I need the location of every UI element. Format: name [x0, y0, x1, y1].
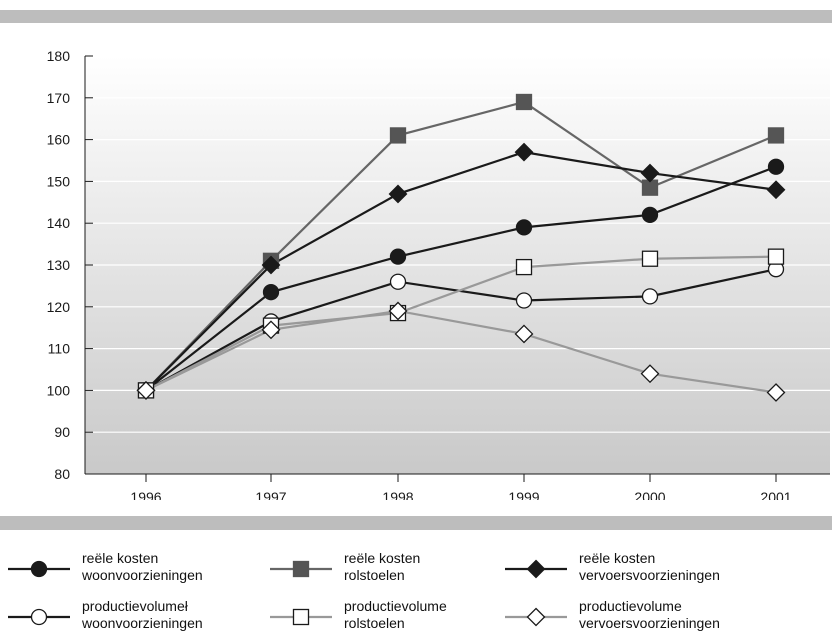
x-tick-label: 1998 — [382, 489, 413, 500]
legend-label: reële kosten vervoersvoorzieningen — [579, 550, 720, 583]
y-tick-label: 140 — [47, 215, 71, 231]
legend-item: reële kosten woonvoorzieningen — [6, 548, 266, 590]
data-point-5-2 — [388, 301, 408, 321]
data-point-3-3 — [515, 292, 533, 309]
data-point-0-4 — [641, 206, 659, 223]
legend-marker — [292, 560, 310, 578]
data-point-2-4 — [640, 163, 660, 183]
top-band — [0, 10, 832, 23]
data-point-4-5 — [767, 248, 785, 265]
data-point-0-2 — [389, 248, 407, 265]
data-point-2-1 — [261, 255, 281, 275]
legend-item: productievolumeł woonvoorzieningen — [6, 596, 266, 638]
data-point-1-2 — [389, 127, 407, 144]
y-axis: 80 90 100 110 120 130 140 150 160 170 180 — [47, 48, 93, 482]
data-point-5-0 — [136, 380, 156, 400]
data-point-0-5 — [767, 158, 785, 175]
series-line-4 — [145, 255, 777, 392]
y-tick-label: 80 — [54, 466, 70, 482]
y-tick-label: 120 — [47, 299, 71, 315]
line-chart: 80 90 100 110 120 130 140 150 160 170 180 1996 1997… — [47, 48, 830, 500]
series-markers — [136, 93, 786, 402]
series-line-5 — [145, 309, 777, 394]
legend-label: reële kosten rolstoelen — [344, 550, 421, 583]
legend-swatch — [270, 560, 332, 578]
gridlines — [85, 55, 830, 433]
y-tick-label: 180 — [47, 48, 71, 64]
legend-item: reële kosten vervoersvoorzieningen — [503, 548, 763, 590]
x-tick-label: 1997 — [255, 489, 286, 500]
legend-swatch — [8, 608, 70, 626]
x-tick-label: 1999 — [508, 489, 539, 500]
y-tick-label: 130 — [47, 257, 71, 273]
legend-swatch — [505, 559, 567, 579]
data-point-2-5 — [766, 180, 786, 200]
series-lines — [145, 100, 777, 394]
data-point-3-2 — [389, 273, 407, 290]
legend-marker — [30, 608, 48, 626]
legend-label: productievolumeł woonvoorzieningen — [82, 598, 203, 631]
legend-item: reële kosten rolstoelen — [268, 548, 528, 590]
data-point-2-2 — [388, 184, 408, 204]
data-point-5-5 — [766, 383, 786, 402]
series-line-2 — [145, 151, 777, 392]
y-tick-label: 150 — [47, 173, 71, 189]
legend-item: productievolume rolstoelen — [268, 596, 528, 638]
data-point-0-1 — [262, 284, 280, 301]
series-line-1 — [145, 100, 777, 392]
data-point-1-3 — [515, 93, 533, 111]
data-point-3-4 — [641, 288, 659, 305]
data-point-5-3 — [514, 324, 534, 344]
legend-swatch — [505, 607, 567, 627]
data-point-5-1 — [261, 320, 281, 340]
y-tick-label: 90 — [54, 424, 70, 440]
legend-marker — [526, 607, 546, 627]
data-point-4-3 — [515, 258, 533, 276]
legend-marker — [292, 608, 310, 626]
bottom-band — [0, 516, 832, 530]
data-point-2-3 — [514, 142, 534, 162]
y-tick-label: 110 — [48, 341, 71, 357]
legend-swatch — [270, 608, 332, 626]
data-point-1-5 — [767, 127, 785, 144]
legend-marker — [30, 560, 48, 578]
legend-label: productievolume rolstoelen — [344, 598, 447, 631]
data-point-0-3 — [515, 219, 533, 236]
y-tick-label: 100 — [47, 382, 71, 398]
y-tick-label: 160 — [47, 132, 71, 148]
series-line-0 — [145, 165, 777, 392]
legend-marker — [526, 559, 546, 579]
y-tick-label: 170 — [47, 90, 71, 106]
x-tick-label: 2001 — [760, 489, 791, 500]
data-point-4-4 — [641, 250, 659, 267]
legend: reële kosten woonvoorzieningen reële kost… — [0, 548, 832, 644]
x-tick-label: 1996 — [130, 489, 161, 500]
legend-swatch — [8, 560, 70, 578]
x-tick-label: 2000 — [634, 489, 665, 500]
data-point-5-4 — [640, 364, 660, 384]
legend-label: productievolume vervoersvoorzieningen — [579, 598, 720, 631]
legend-label: reële kosten woonvoorzieningen — [82, 550, 203, 583]
x-axis: 1996 1997 1998 1999 2000 2001 — [85, 473, 830, 500]
legend-item: productievolume vervoersvoorzieningen — [503, 596, 763, 638]
